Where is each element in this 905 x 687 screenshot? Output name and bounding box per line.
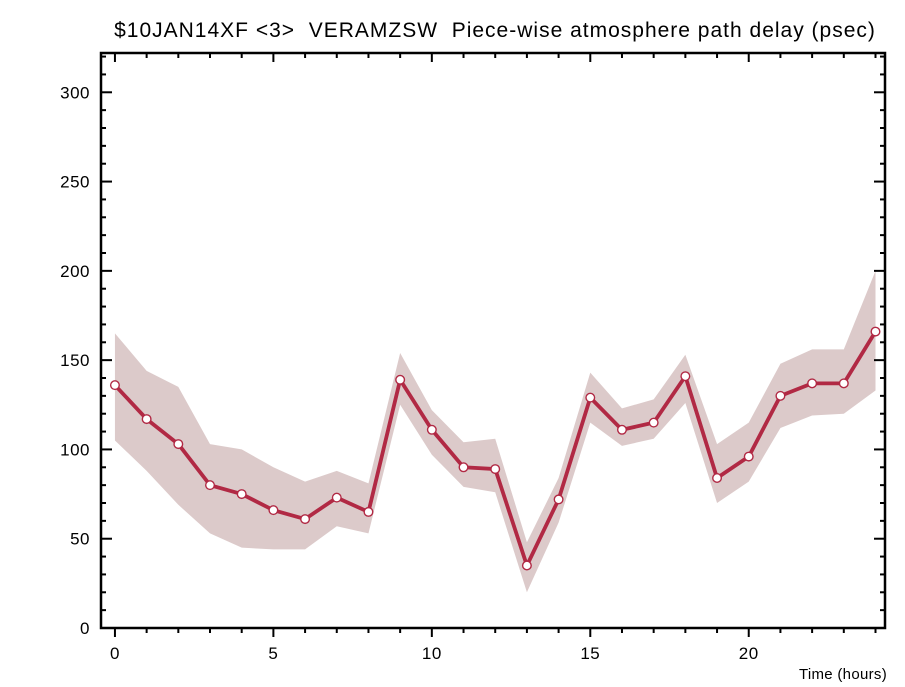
y-tick-label: 100 — [60, 440, 90, 459]
data-point — [712, 473, 723, 484]
data-point — [205, 480, 216, 491]
y-tick-label: 300 — [60, 83, 90, 102]
data-point — [395, 374, 406, 385]
data-point — [616, 424, 627, 435]
data-point — [363, 506, 374, 517]
data-point — [236, 489, 247, 500]
data-point — [807, 378, 818, 389]
y-tick-label: 50 — [70, 530, 90, 549]
x-tick-label: 5 — [268, 644, 278, 663]
data-point — [775, 390, 786, 401]
y-tick-label: 150 — [60, 351, 90, 370]
data-point — [521, 560, 532, 571]
x-tick-label: 20 — [739, 644, 759, 663]
data-point — [838, 378, 849, 389]
data-point — [680, 371, 691, 382]
error-band — [114, 270, 876, 593]
y-tick-label: 250 — [60, 173, 90, 192]
x-axis-label: Time (hours) — [799, 666, 887, 683]
data-point — [870, 326, 881, 337]
data-point — [300, 514, 311, 525]
data-point — [173, 439, 184, 450]
x-tick-label: 0 — [110, 644, 120, 663]
tick-label-layer: 0 50 100 150 200 250 300 0 5 10 15 20 — [60, 83, 759, 663]
axes-layer — [99, 51, 887, 637]
data-point — [648, 417, 659, 428]
data-point — [109, 380, 120, 391]
chart-title: $10JAN14XF <3> VERAMZSW Piece-wise atmos… — [114, 19, 876, 42]
data-point — [490, 464, 501, 475]
y-tick-label: 200 — [60, 262, 90, 281]
data-point — [331, 492, 342, 503]
data-point — [268, 505, 279, 516]
data-point — [458, 462, 469, 473]
error-band-layer — [114, 270, 876, 593]
y-tick-label: 0 — [80, 619, 90, 638]
data-point — [585, 392, 596, 403]
data-point — [553, 494, 564, 505]
data-point — [426, 424, 437, 435]
plot-frame — [99, 51, 887, 630]
data-point — [743, 451, 754, 462]
x-tick-label: 10 — [422, 644, 442, 663]
series-layer — [109, 326, 881, 571]
data-point — [141, 414, 152, 425]
x-tick-label: 15 — [580, 644, 600, 663]
